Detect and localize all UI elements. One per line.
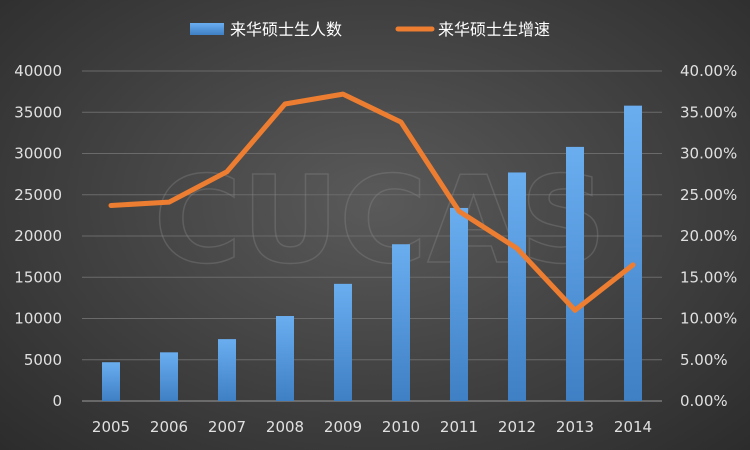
x-tick-label: 2012 (498, 418, 536, 436)
y-right-tick-label: 40.00% (680, 62, 737, 80)
bar-2011 (450, 207, 468, 401)
y-right-tick-label: 20.00% (680, 227, 737, 245)
bar-2013 (566, 146, 584, 401)
bar-2008 (276, 316, 294, 401)
y-left-tick-label: 5000 (24, 351, 62, 369)
legend-bar-label: 来华硕士生人数 (230, 20, 342, 39)
legend-line-label: 来华硕士生增速 (438, 20, 550, 39)
line-point-2014 (632, 263, 634, 266)
y-right-tick-label: 15.00% (680, 268, 737, 286)
line-point-2010 (400, 121, 402, 124)
bar-2007 (218, 339, 236, 401)
y-right-tick-label: 0.00% (680, 392, 728, 410)
x-axis: 2005 2006 2007 2008 2009 2010 2011 2012 2013 2014 (92, 418, 652, 436)
y-left-tick-label: 20000 (14, 227, 62, 245)
y-right-tick-label: 30.00% (680, 145, 737, 163)
line-point-2008 (284, 103, 286, 105)
x-tick-label: 2010 (382, 418, 420, 436)
watermark-text: CUCAS (154, 152, 607, 291)
bar-series (102, 105, 642, 402)
x-tick-label: 2011 (440, 418, 478, 436)
line-point-2011 (458, 210, 460, 213)
legend-bar-swatch (190, 23, 224, 35)
x-tick-label: 2005 (92, 418, 130, 436)
y-left-tick-label: 25000 (14, 186, 62, 204)
x-tick-label: 2007 (208, 418, 246, 436)
line-series (108, 91, 636, 313)
line-point-2009 (342, 93, 344, 96)
bar-2010 (392, 244, 410, 401)
y-left-tick-label: 35000 (14, 103, 62, 121)
line-point-2012 (516, 247, 518, 250)
x-tick-label: 2013 (556, 418, 594, 436)
bar-2005 (102, 362, 120, 401)
bar-2009 (334, 283, 352, 401)
line-point-2007 (226, 170, 228, 173)
bar-2006 (160, 352, 178, 401)
y-left-tick-label: 0 (52, 392, 62, 410)
x-tick-label: 2008 (266, 418, 304, 436)
legend: 来华硕士生人数 来华硕士生增速 (190, 20, 550, 39)
bar-2012 (508, 172, 526, 401)
line-point-2006 (168, 201, 170, 204)
bar-2014 (624, 105, 642, 402)
y-axis-right: 0.00% 5.00% 10.00% 15.00% 20.00% 25.00% 30.00%… (680, 62, 737, 410)
y-right-tick-label: 25.00% (680, 186, 737, 204)
y-axis-left: 0 5000 10000 15000 20000 25000 30000 35000 40000 (14, 62, 62, 410)
y-right-tick-label: 35.00% (680, 103, 737, 121)
y-left-tick-label: 10000 (14, 310, 62, 328)
x-tick-label: 2009 (324, 418, 362, 436)
watermark: CUCAS (153, 151, 607, 292)
y-left-tick-label: 40000 (14, 62, 62, 80)
y-left-tick-label: 30000 (14, 145, 62, 163)
x-tick-label: 2006 (150, 418, 188, 436)
y-left-tick-label: 15000 (14, 268, 62, 286)
line-point-2005 (110, 204, 112, 207)
x-tick-label: 2014 (614, 418, 652, 436)
growth-line (108, 91, 636, 313)
y-right-tick-label: 5.00% (680, 351, 728, 369)
line-point-2013 (574, 309, 576, 312)
y-right-tick-label: 10.00% (680, 310, 737, 328)
